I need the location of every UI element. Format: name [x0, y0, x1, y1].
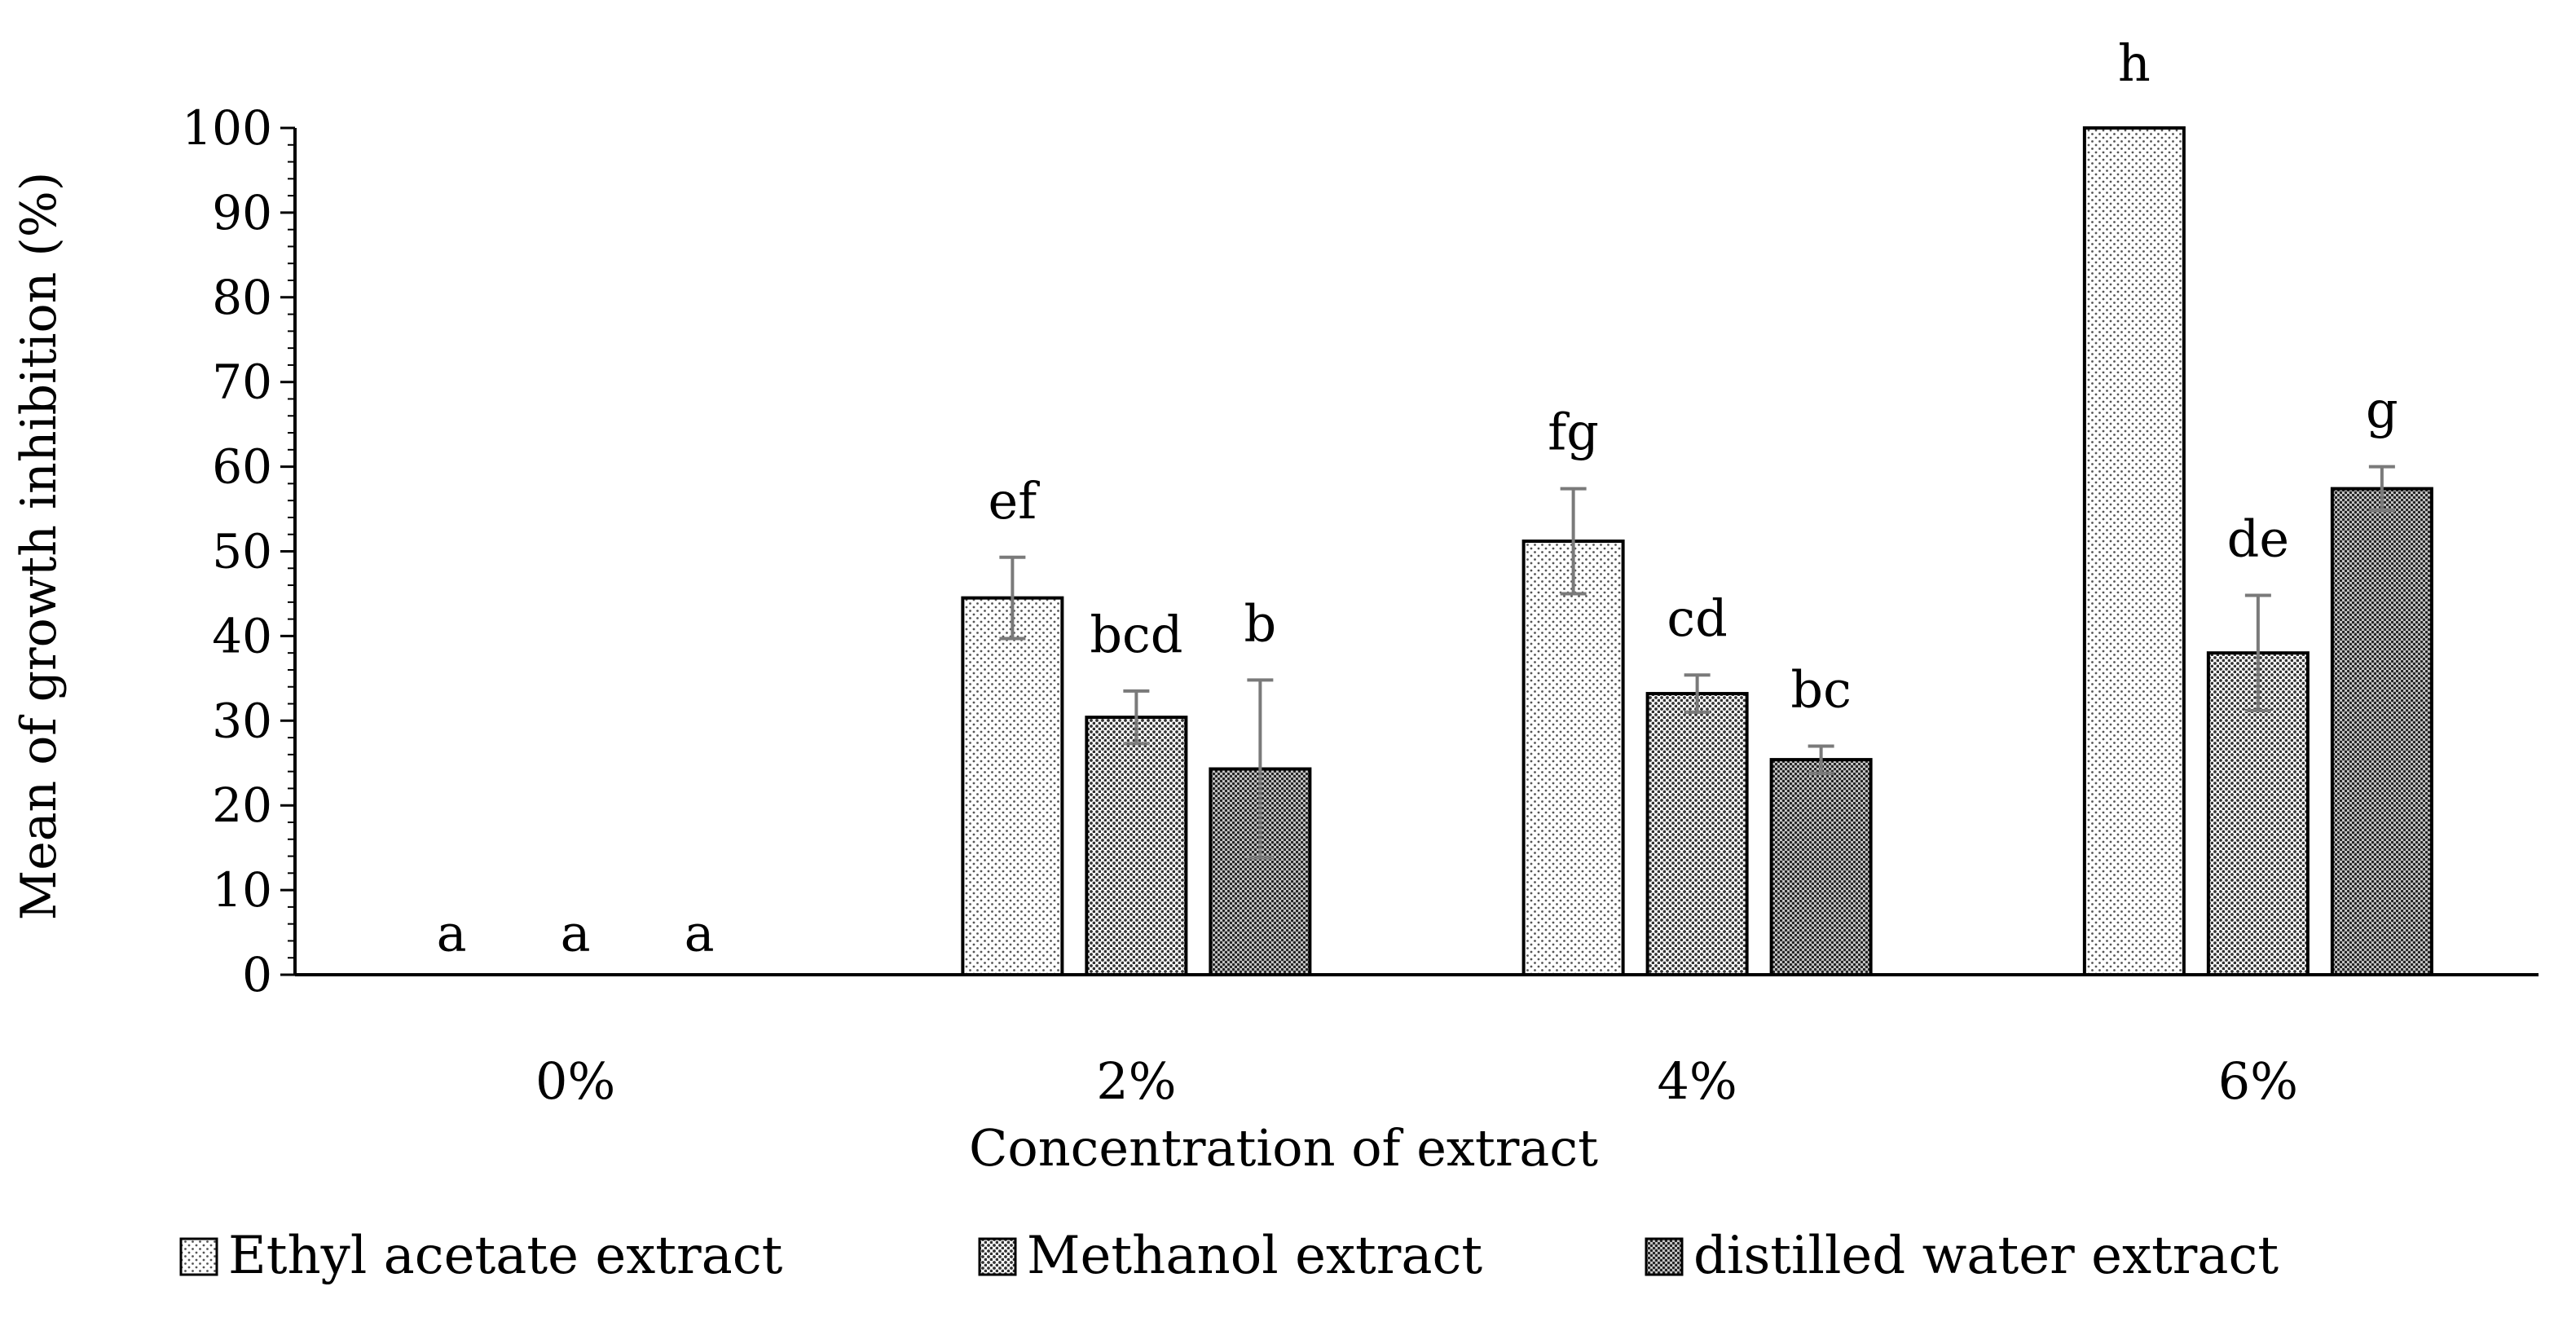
x-tick-label: 6%: [2218, 1051, 2298, 1111]
y-tick-label: 80: [212, 270, 272, 325]
x-axis-title: Concentration of extract: [969, 1118, 1598, 1178]
bar: [1085, 716, 1188, 976]
significance-letter: g: [2366, 381, 2398, 440]
y-tick-label: 0: [242, 947, 272, 1002]
x-tick-label: 0%: [535, 1051, 615, 1111]
bar: [1645, 692, 1749, 976]
y-tick-label: 50: [212, 524, 272, 579]
y-tick-label: 60: [212, 439, 272, 495]
significance-letter: a: [685, 903, 715, 963]
y-tick-label: 40: [212, 608, 272, 663]
significance-letter: a: [561, 903, 591, 963]
legend-label: Methanol extract: [1027, 1226, 1482, 1286]
legend-label: Ethyl acetate extract: [228, 1226, 783, 1286]
y-axis-title: Mean of growth inhibition (%): [11, 172, 68, 920]
legend-swatch: [978, 1237, 1017, 1276]
bar: [1521, 540, 1625, 976]
y-tick-label: 20: [212, 778, 272, 833]
bar: [2082, 126, 2186, 976]
bar: [961, 596, 1064, 977]
significance-letter: bcd: [1090, 605, 1182, 664]
bar: [1769, 758, 1873, 976]
y-tick-label: 70: [212, 355, 272, 410]
significance-letter: cd: [1667, 588, 1727, 648]
x-tick-label: 2%: [1096, 1051, 1176, 1111]
legend: Ethyl acetate extract Methanol extract dis…: [179, 1226, 2279, 1286]
y-tick-label: 10: [212, 862, 272, 918]
legend-label: distilled water extract: [1693, 1226, 2279, 1286]
significance-letter: ef: [989, 471, 1041, 531]
significance-letter: b: [1244, 593, 1277, 653]
y-tick-label: 90: [212, 185, 272, 240]
significance-letter: de: [2227, 509, 2289, 569]
significance-letter: a: [437, 903, 467, 963]
significance-letter: bc: [1790, 659, 1851, 719]
legend-swatch: [179, 1237, 218, 1276]
significance-letter: h: [2118, 33, 2151, 93]
x-tick-label: 4%: [1657, 1051, 1737, 1111]
bar: [2330, 487, 2433, 976]
legend-swatch: [1645, 1237, 1684, 1276]
y-tick-label: 100: [182, 100, 272, 156]
significance-letter: fg: [1548, 403, 1599, 462]
y-tick-label: 30: [212, 693, 272, 748]
